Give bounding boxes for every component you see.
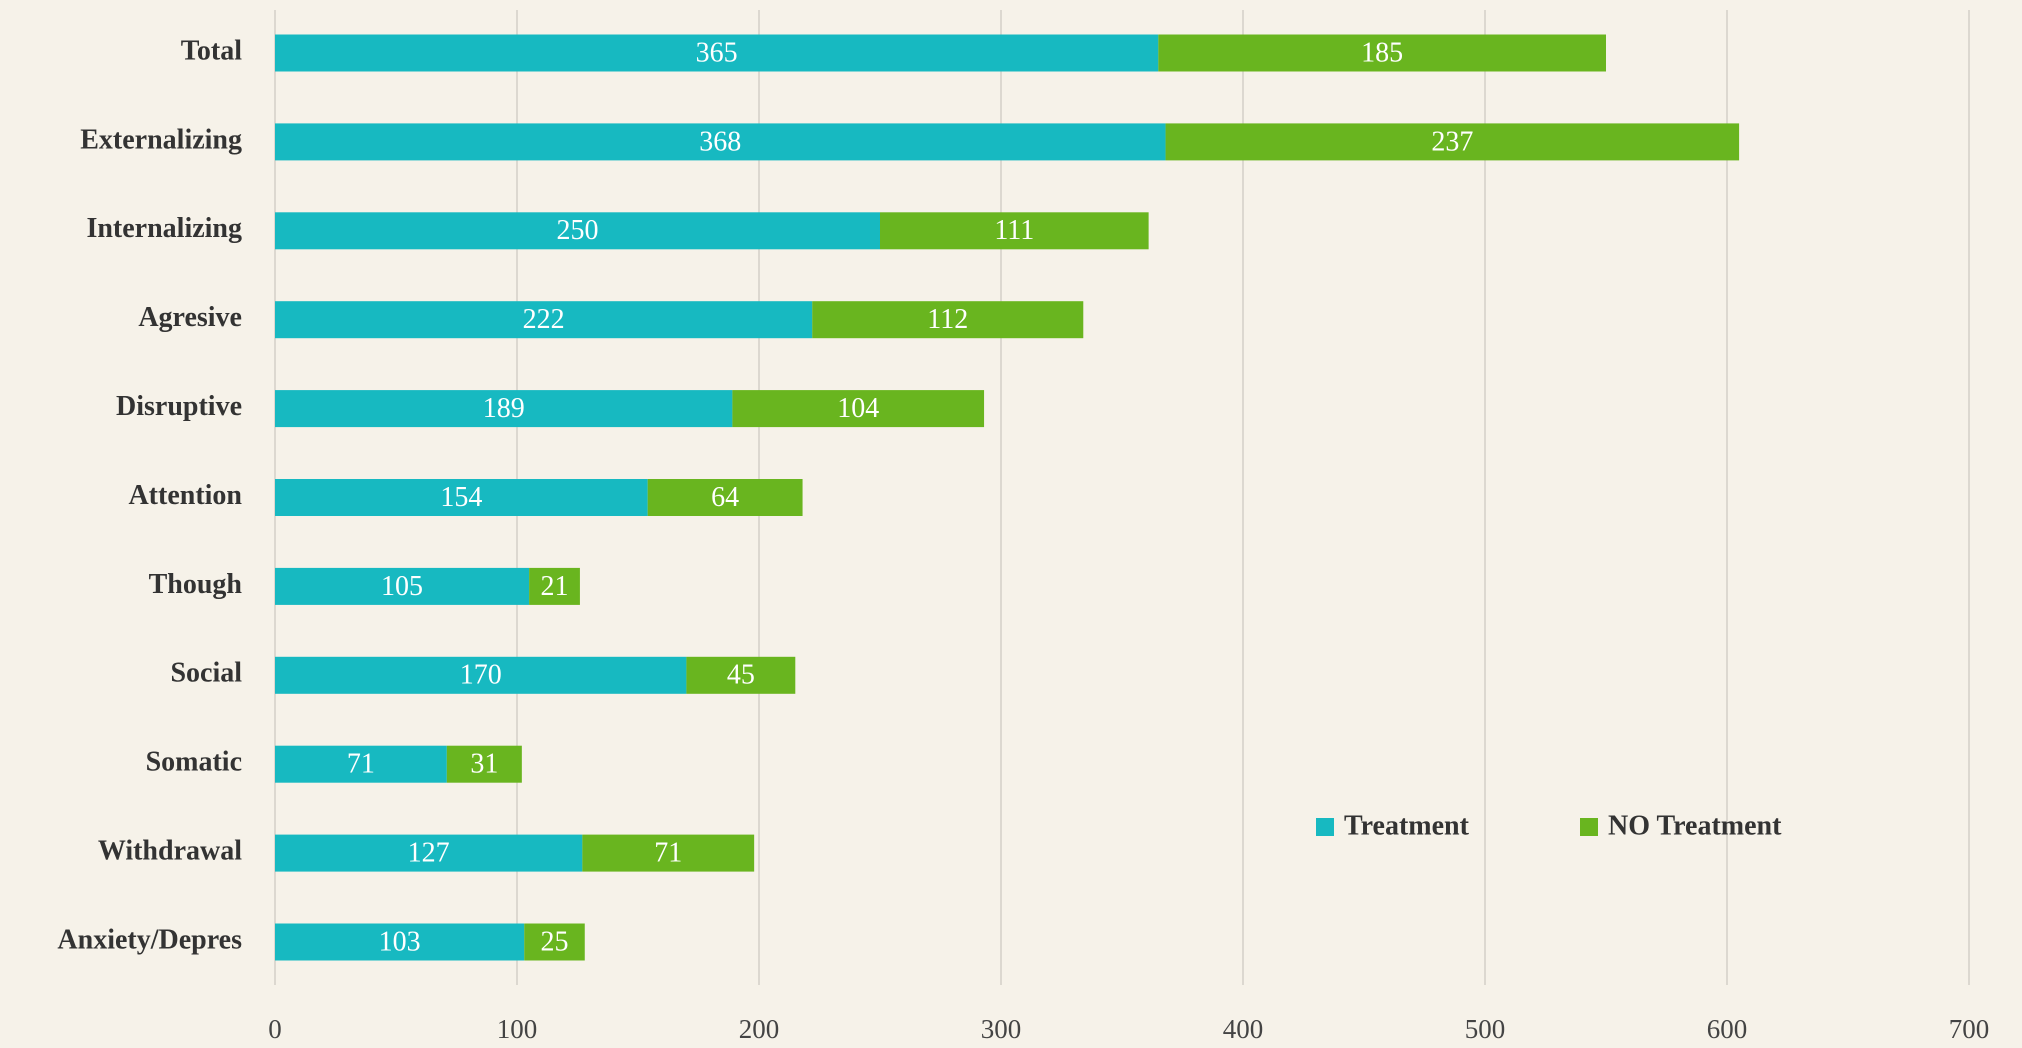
data-label: 112 bbox=[927, 304, 968, 335]
data-label: 154 bbox=[440, 482, 482, 513]
data-label: 368 bbox=[699, 126, 741, 157]
bar-segment bbox=[275, 923, 525, 961]
bar-segment bbox=[275, 834, 583, 872]
y-tick-label: Attention bbox=[128, 480, 242, 511]
legend-swatch bbox=[1580, 818, 1598, 836]
data-label: 64 bbox=[711, 482, 739, 513]
x-tick-label: 0 bbox=[268, 1014, 282, 1044]
bar-segment bbox=[446, 745, 522, 783]
x-tick-label: 300 bbox=[981, 1014, 1022, 1044]
y-tick-label: Agresive bbox=[138, 302, 242, 333]
data-label: 25 bbox=[541, 926, 569, 957]
x-tick-label: 700 bbox=[1949, 1014, 1990, 1044]
data-label: 237 bbox=[1431, 126, 1473, 157]
bar-segment bbox=[275, 301, 813, 339]
bar-segment bbox=[275, 212, 880, 250]
data-label: 104 bbox=[837, 393, 879, 424]
data-label: 103 bbox=[379, 926, 421, 957]
data-label: 250 bbox=[557, 215, 599, 246]
bar-segment bbox=[275, 123, 1166, 161]
bar-segment bbox=[524, 923, 585, 961]
data-label: 71 bbox=[347, 749, 375, 780]
y-tick-label: Anxiety/Depres bbox=[57, 924, 242, 955]
y-tick-label: Internalizing bbox=[86, 213, 242, 244]
bar-segment bbox=[275, 656, 687, 694]
x-tick-label: 200 bbox=[739, 1014, 780, 1044]
bar-segment bbox=[529, 567, 580, 605]
data-label: 189 bbox=[483, 393, 525, 424]
data-label: 127 bbox=[408, 838, 450, 869]
y-tick-label: Withdrawal bbox=[98, 836, 242, 867]
bar-segment bbox=[732, 390, 985, 428]
bar-segment bbox=[812, 301, 1084, 339]
y-tick-label: Though bbox=[149, 569, 243, 600]
bar-segment bbox=[275, 479, 648, 516]
legend-label: NO Treatment bbox=[1608, 810, 1782, 841]
bar-segment bbox=[275, 745, 447, 783]
data-label: 185 bbox=[1361, 37, 1403, 68]
y-tick-label: Disruptive bbox=[116, 391, 242, 422]
bar-segment bbox=[1165, 123, 1740, 161]
bar-segment bbox=[686, 656, 796, 694]
data-label: 170 bbox=[460, 660, 502, 691]
data-label: 21 bbox=[541, 571, 569, 602]
data-label: 222 bbox=[523, 304, 565, 335]
bar-segment bbox=[275, 567, 530, 605]
data-label: 105 bbox=[381, 571, 423, 602]
bar-segment bbox=[275, 34, 1159, 72]
x-tick-label: 400 bbox=[1223, 1014, 1264, 1044]
bar-segment bbox=[1158, 34, 1606, 72]
y-tick-label: Somatic bbox=[146, 747, 242, 778]
bar-segment bbox=[647, 479, 803, 516]
data-label: 111 bbox=[994, 215, 1034, 246]
y-tick-label: Social bbox=[170, 658, 242, 689]
y-tick-label: Total bbox=[181, 35, 242, 66]
legend-label: Treatment bbox=[1344, 810, 1470, 841]
data-label: 71 bbox=[654, 838, 682, 869]
bar-segment bbox=[582, 834, 755, 872]
data-label: 31 bbox=[470, 749, 498, 780]
x-tick-label: 500 bbox=[1465, 1014, 1506, 1044]
y-tick-label: Externalizing bbox=[80, 124, 242, 155]
x-tick-label: 100 bbox=[497, 1014, 538, 1044]
data-label: 365 bbox=[696, 37, 738, 68]
bar-segment bbox=[275, 390, 733, 428]
bar-segment bbox=[880, 212, 1149, 250]
legend-swatch bbox=[1316, 818, 1334, 836]
data-label: 45 bbox=[727, 660, 755, 691]
x-tick-label: 600 bbox=[1707, 1014, 1748, 1044]
